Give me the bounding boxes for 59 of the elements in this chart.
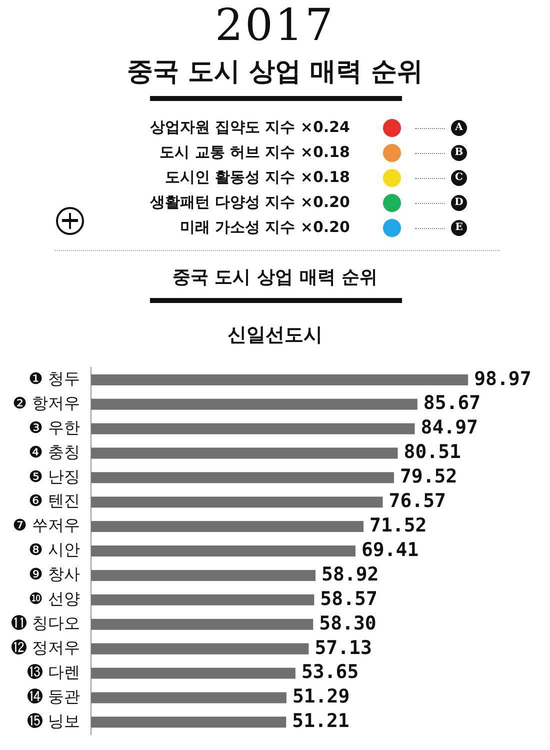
bar: [91, 398, 418, 410]
y-tick-label: ❻ 텐진: [28, 491, 80, 510]
text: E: [451, 220, 467, 236]
bar: [91, 521, 364, 532]
bar: [91, 618, 314, 630]
data-label: 58.30: [319, 612, 376, 634]
y-tick-label: ❺ 난징: [28, 466, 80, 486]
y-tick-label: ❾ 창사: [28, 564, 80, 584]
bar: [91, 546, 356, 556]
y-tick-label: ❼ 쑤저우: [12, 516, 80, 535]
data-label: 51.29: [292, 686, 350, 708]
text: 미래 가소성 지수 ×0.20: [178, 218, 350, 237]
y-tick-label: ⓭ 다렌: [26, 662, 80, 682]
data-label: 57.13: [314, 636, 372, 659]
bar: [91, 692, 286, 704]
text: 도시인 활동성 지수 ×0.18: [164, 168, 350, 187]
data-label: 79.52: [400, 466, 458, 488]
chart-subtitle: 신일선도시: [226, 323, 324, 348]
y-tick-label: ❸ 우한: [28, 418, 80, 437]
y-tick-label: ⓫ 칭다오: [10, 614, 80, 633]
bar: [91, 716, 286, 728]
y-tick-label: ❷ 항저우: [12, 393, 80, 412]
text: 생활패턴 다양성 지수 ×0.20: [148, 193, 350, 212]
bar: [91, 448, 398, 459]
y-tick-label: ❽ 시안: [28, 540, 80, 560]
text: 중국 도시 상업 매력 순위: [171, 266, 379, 289]
data-label: 51.21: [292, 710, 350, 732]
data-label: 80.51: [404, 441, 461, 464]
y-tick-label: ⓯ 닝보: [26, 711, 80, 730]
bar: [91, 472, 394, 484]
data-label: 71.52: [370, 514, 427, 536]
text: 2017: [214, 0, 336, 51]
text: B: [451, 145, 467, 161]
data-label: 98.97: [474, 368, 532, 390]
data-label: 53.65: [301, 661, 359, 684]
data-label: 85.67: [423, 392, 481, 414]
y-tick-label: ⓮ 둥관: [26, 686, 80, 706]
bar: [91, 668, 296, 679]
data-label: 69.41: [361, 538, 419, 561]
y-tick-label: ❹ 충칭: [28, 442, 80, 462]
bar: [91, 594, 314, 606]
data-label: 76.57: [388, 490, 446, 512]
text: A: [451, 120, 467, 136]
y-tick-label: ❿ 선양: [28, 589, 80, 608]
text: 도시 교통 허브 지수 ×0.18: [158, 143, 350, 162]
text: 상업자원 집약도 지수 ×0.24: [148, 118, 350, 137]
y-tick-label: ❶ 청두: [28, 368, 80, 388]
bar: [91, 374, 468, 386]
data-label: 58.92: [322, 563, 379, 586]
data-label: 84.97: [420, 416, 478, 439]
bar: [91, 423, 415, 434]
bar: [91, 496, 383, 508]
chart-title: 중국 도시 상업 매력 순위: [126, 56, 424, 89]
bar: [91, 643, 309, 654]
y-tick-label: ⓬ 정저우: [10, 638, 80, 657]
bar: [91, 570, 316, 581]
text: D: [451, 195, 467, 211]
data-label: 58.57: [320, 588, 378, 610]
text: C: [451, 170, 467, 186]
